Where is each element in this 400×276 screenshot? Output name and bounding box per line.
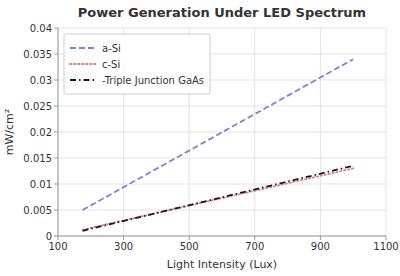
grid-line-y (58, 132, 386, 133)
x-tick (189, 236, 190, 240)
x-tick (386, 236, 387, 240)
x-tick (123, 236, 124, 240)
y-tick (54, 184, 58, 185)
grid-line-y (58, 106, 386, 107)
y-tick-label: 0.005 (23, 205, 52, 216)
grid (58, 28, 386, 236)
grid-line-y (58, 210, 386, 211)
grid-line-y (58, 184, 386, 185)
y-tick (54, 54, 58, 55)
y-tick (54, 80, 58, 81)
y-tick-label: 0 (46, 231, 52, 242)
y-tick (54, 28, 58, 29)
legend-box (64, 34, 210, 94)
y-tick (54, 210, 58, 211)
y-tick-label: 0.01 (30, 179, 52, 190)
y-tick-label: 0.03 (30, 75, 52, 86)
y-tick (54, 158, 58, 159)
x-tick (254, 236, 255, 240)
grid-line-y (58, 236, 386, 237)
legend-label: -Triple Junction GaAs (102, 75, 204, 86)
legend-swatch (70, 79, 96, 81)
x-tick-label: 300 (114, 241, 133, 252)
x-tick (58, 236, 59, 240)
y-axis-label: mW/cm² (3, 109, 16, 155)
x-tick-label: 500 (180, 241, 199, 252)
grid-line-y (58, 158, 386, 159)
series-line (83, 166, 354, 231)
legend-swatch (70, 47, 96, 49)
y-tick-label: 0.02 (30, 127, 52, 138)
lines (83, 59, 354, 231)
x-tick-label: 100 (48, 241, 67, 252)
x-tick-label: 700 (245, 241, 264, 252)
x-axis-line (58, 236, 386, 237)
y-tick-label: 0.025 (23, 101, 52, 112)
chart-svg: 100 300 500 700 900 1100 0 0.005 0.01 0.015 0.02 0.… (0, 0, 400, 276)
x-axis-label: Light Intensity (Lux) (167, 258, 277, 271)
y-tick (54, 236, 58, 237)
legend-label: a-Si (102, 43, 121, 54)
y-tick (54, 106, 58, 107)
x-tick-label: 1100 (373, 241, 398, 252)
axes: 100 300 500 700 900 1100 0 0.005 0.01 0.015 0.02 0.… (23, 23, 398, 253)
legend-swatch (70, 63, 96, 65)
x-tick-label: 900 (311, 241, 330, 252)
chart-title: Power Generation Under LED Spectrum (78, 5, 366, 20)
x-tick (320, 236, 321, 240)
chart-container: 100 300 500 700 900 1100 0 0.005 0.01 0.015 0.02 0.… (0, 0, 400, 276)
legend-label: c-Si (102, 59, 120, 70)
y-tick-label: 0.015 (23, 153, 52, 164)
y-tick-label: 0.04 (30, 23, 52, 34)
legend: a-Si c-Si -Triple Junction GaAs (64, 34, 210, 94)
grid-line-y (58, 28, 386, 29)
y-tick-label: 0.035 (23, 49, 52, 60)
y-tick (54, 132, 58, 133)
series-line (83, 59, 354, 210)
